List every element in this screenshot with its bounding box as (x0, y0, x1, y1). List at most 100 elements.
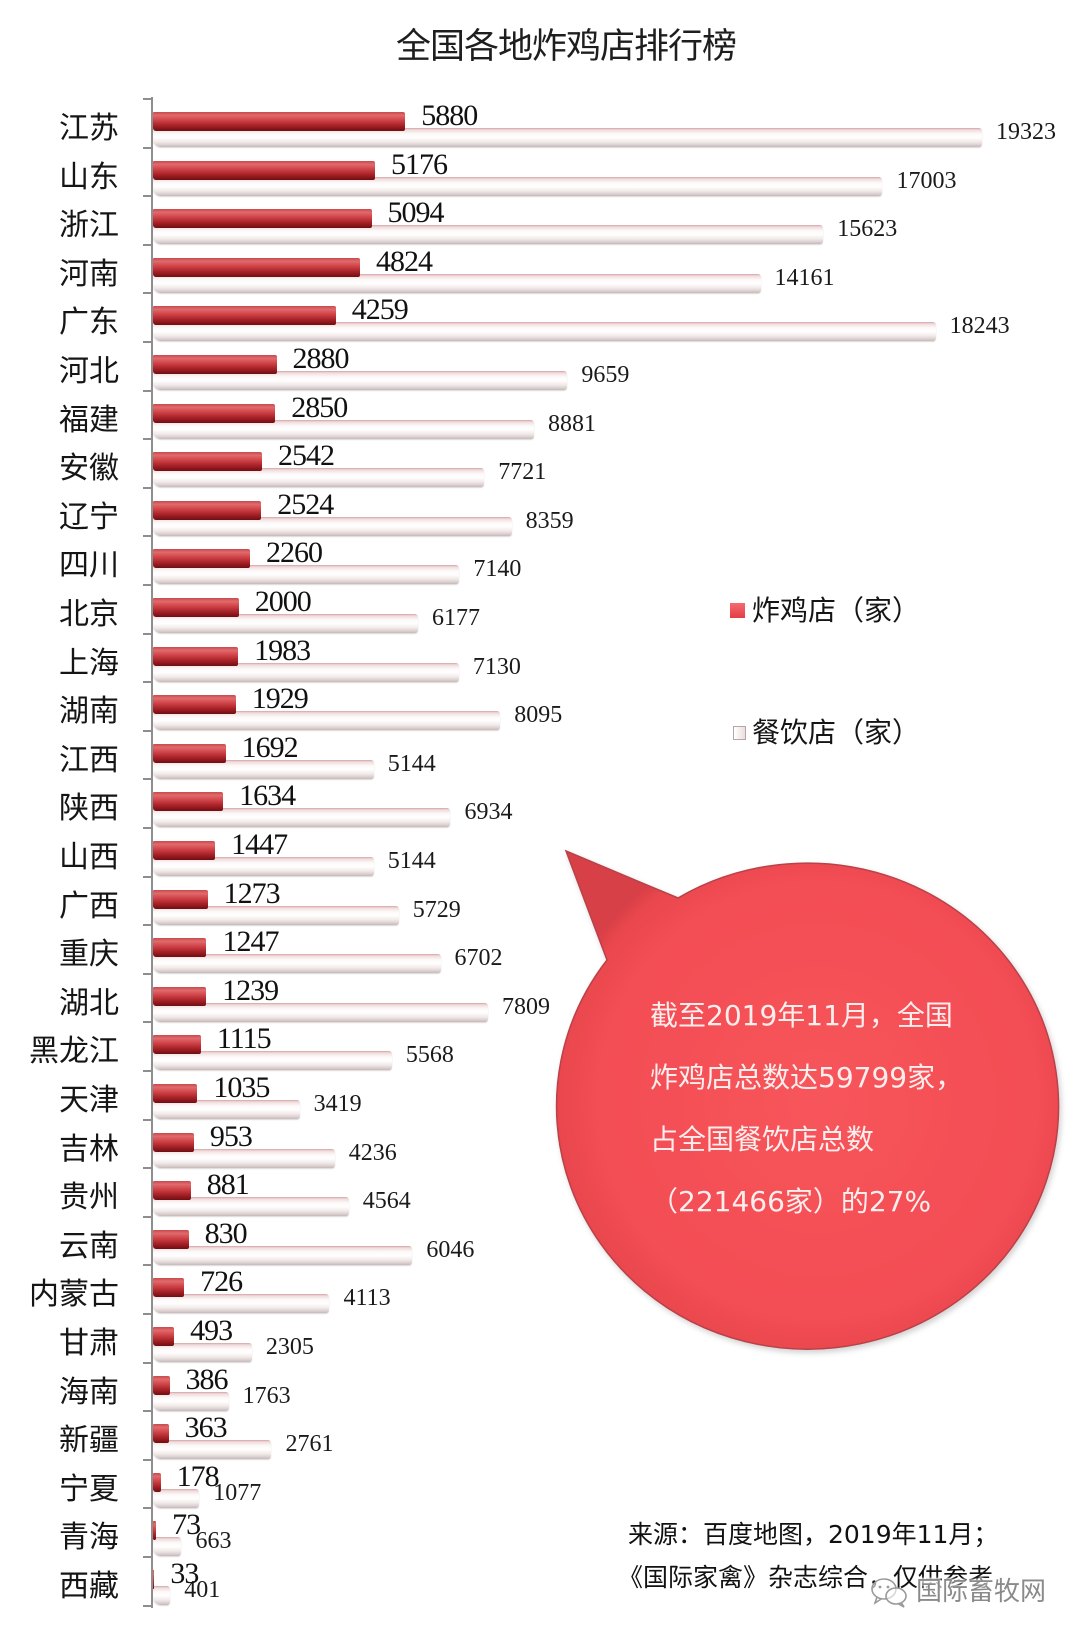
bar-row: 广西 5729 1273 (0, 877, 1080, 926)
restaurant-value-label: 5144 (387, 750, 436, 777)
bar-row: 天津 3419 1035 (0, 1071, 1080, 1120)
restaurant-bar (153, 128, 982, 147)
legend-swatch-fried-chicken (730, 603, 745, 618)
axis-tick (143, 195, 152, 198)
category-label: 天津 (59, 1083, 119, 1118)
category-label: 吉林 (59, 1131, 119, 1167)
axis-tick (143, 729, 152, 732)
bar-row: 新疆 2761 363 (0, 1411, 1080, 1460)
restaurant-value-label: 1077 (213, 1479, 262, 1506)
fried-chicken-bar (153, 160, 376, 180)
restaurant-value-label: 6702 (454, 945, 503, 972)
fried-chicken-bar (153, 1035, 201, 1055)
category-label: 山东 (59, 159, 119, 195)
category-label: 重庆 (59, 937, 119, 973)
fried-chicken-value-label: 178 (176, 1459, 220, 1493)
fried-chicken-value-label: 1692 (241, 730, 299, 764)
restaurant-bar (153, 1100, 300, 1119)
restaurant-bar (153, 1197, 349, 1217)
axis-tick (143, 146, 152, 149)
category-label: 宁夏 (59, 1471, 119, 1507)
fried-chicken-bar (153, 257, 360, 277)
restaurant-bar (153, 176, 883, 196)
fried-chicken-value-label: 2880 (292, 342, 350, 375)
bar-row: 山西 5144 1447 (0, 828, 1080, 877)
fried-chicken-bar (153, 1521, 157, 1541)
category-label: 广西 (59, 888, 119, 924)
legend-label-restaurants: 餐饮店（家） (752, 716, 921, 749)
axis-tick (143, 292, 152, 295)
fried-chicken-value-label: 1929 (251, 682, 309, 716)
fried-chicken-value-label: 1247 (222, 925, 279, 959)
category-label: 西藏 (59, 1569, 119, 1604)
bar-row: 河北 9659 2880 (0, 342, 1080, 391)
restaurant-bar (153, 225, 824, 245)
fried-chicken-value-label: 2524 (277, 487, 334, 521)
axis-tick (143, 1021, 152, 1024)
bar-row: 宁夏 1077 178 (0, 1460, 1080, 1509)
bar-row: 甘肃 2305 493 (0, 1314, 1080, 1363)
category-label: 内蒙古 (29, 1277, 119, 1313)
fried-chicken-value-label: 4824 (375, 244, 433, 278)
fried-chicken-bar (153, 841, 216, 860)
bar-row: 黑龙江 5568 1115 (0, 1022, 1080, 1071)
restaurant-value-label: 7721 (498, 459, 547, 486)
restaurant-value-label: 663 (195, 1528, 232, 1555)
restaurant-bar (153, 857, 374, 876)
fried-chicken-value-label: 1983 (254, 633, 311, 667)
bar-row: 广东 18243 4259 (0, 293, 1080, 342)
axis-tick (143, 1118, 152, 1121)
axis-tick (143, 827, 152, 829)
category-label: 江西 (59, 742, 119, 778)
restaurant-value-label: 5568 (405, 1042, 454, 1069)
axis-tick (143, 486, 152, 489)
fried-chicken-value-label: 953 (209, 1119, 253, 1153)
axis-tick (143, 584, 152, 586)
category-label: 河北 (59, 354, 119, 389)
bar-row: 湖南 8095 1929 (0, 682, 1080, 731)
y-axis-line (151, 97, 153, 1608)
fried-chicken-bar (153, 452, 263, 472)
fried-chicken-bar (153, 695, 236, 715)
restaurant-value-label: 2761 (285, 1431, 334, 1458)
bar-row: 上海 7130 1983 (0, 634, 1080, 683)
restaurant-bar (153, 322, 936, 342)
fried-chicken-value-label: 4259 (351, 293, 409, 327)
fried-chicken-value-label: 2850 (291, 390, 348, 424)
restaurant-value-label: 8881 (548, 410, 596, 437)
fried-chicken-bar (153, 1375, 170, 1395)
category-label: 山西 (59, 840, 119, 875)
fried-chicken-bar (153, 743, 226, 763)
fried-chicken-bar (153, 112, 406, 131)
restaurant-bar (153, 468, 485, 488)
category-label: 海南 (59, 1374, 119, 1410)
restaurant-value-label: 8359 (525, 507, 574, 534)
fried-chicken-bar (153, 1132, 194, 1152)
fried-chicken-value-label: 881 (206, 1168, 250, 1202)
category-label: 甘肃 (59, 1326, 119, 1361)
fried-chicken-bar (153, 938, 207, 958)
chart-title: 全国各地炸鸡店排行榜 (395, 27, 737, 67)
category-label: 湖北 (59, 985, 119, 1021)
legend-label-fried-chicken: 炸鸡店（家） (752, 594, 921, 627)
restaurant-bar (153, 1343, 252, 1362)
fried-chicken-value-label: 2542 (278, 439, 335, 473)
restaurant-bar (153, 614, 418, 633)
axis-tick (143, 875, 152, 878)
fried-chicken-value-label: 386 (185, 1362, 229, 1396)
axis-tick (143, 1604, 152, 1607)
restaurant-bar (153, 808, 451, 828)
restaurant-bar (153, 516, 512, 536)
bar-row: 内蒙古 4113 726 (0, 1265, 1080, 1314)
source-note-line: 来源：百度地图，2019年11月； (628, 1520, 999, 1549)
restaurant-value-label: 7130 (472, 653, 521, 680)
restaurant-value-label: 6934 (464, 799, 513, 826)
axis-tick (143, 1070, 152, 1072)
fried-chicken-bar (153, 1181, 191, 1201)
axis-tick (143, 924, 152, 927)
restaurant-bar (153, 954, 441, 974)
fried-chicken-bar (153, 355, 277, 374)
restaurant-bar (153, 759, 374, 779)
fried-chicken-value-label: 33 (170, 1557, 199, 1590)
bar-row: 河南 14161 4824 (0, 245, 1080, 294)
